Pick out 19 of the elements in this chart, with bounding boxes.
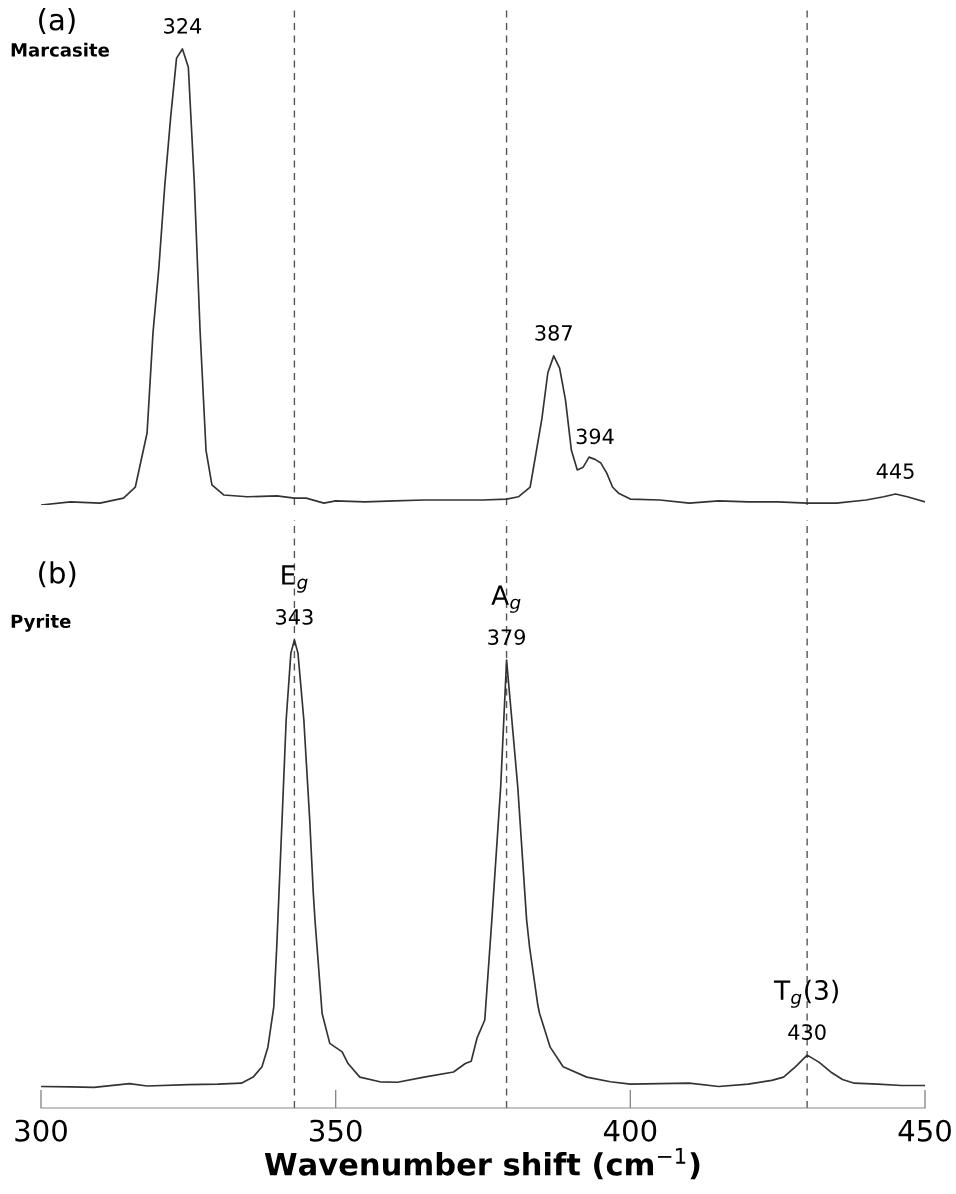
annotation: 387 bbox=[535, 324, 572, 341]
x-tick-label: 450 bbox=[898, 1119, 951, 1142]
annotation: 394 bbox=[576, 428, 614, 445]
ref-line-label: E$_{g}$ bbox=[282, 565, 308, 593]
x-tick-label: 300 bbox=[15, 1119, 67, 1142]
chart-title: (b) bbox=[39, 561, 76, 588]
ref-line-label: A$_{g}$ bbox=[491, 585, 521, 613]
annotation: 379 bbox=[488, 629, 525, 645]
annotation: 430 bbox=[788, 1024, 826, 1040]
annotation: 324 bbox=[164, 18, 202, 34]
chart-subtitle: Pyrite bbox=[11, 614, 71, 632]
annotation: 445 bbox=[876, 463, 914, 479]
x-axis-title: Wavenumber shift (cm$^{−1}$) bbox=[264, 1148, 700, 1180]
annotation: 343 bbox=[276, 609, 313, 625]
chart-subtitle: Marcasite bbox=[11, 42, 109, 57]
chart-title: (a) bbox=[39, 8, 75, 35]
x-tick-label: 400 bbox=[603, 1119, 657, 1142]
ref-line-label: T$_{g}$(3) bbox=[773, 979, 838, 1008]
x-tick-label: 350 bbox=[310, 1119, 362, 1142]
